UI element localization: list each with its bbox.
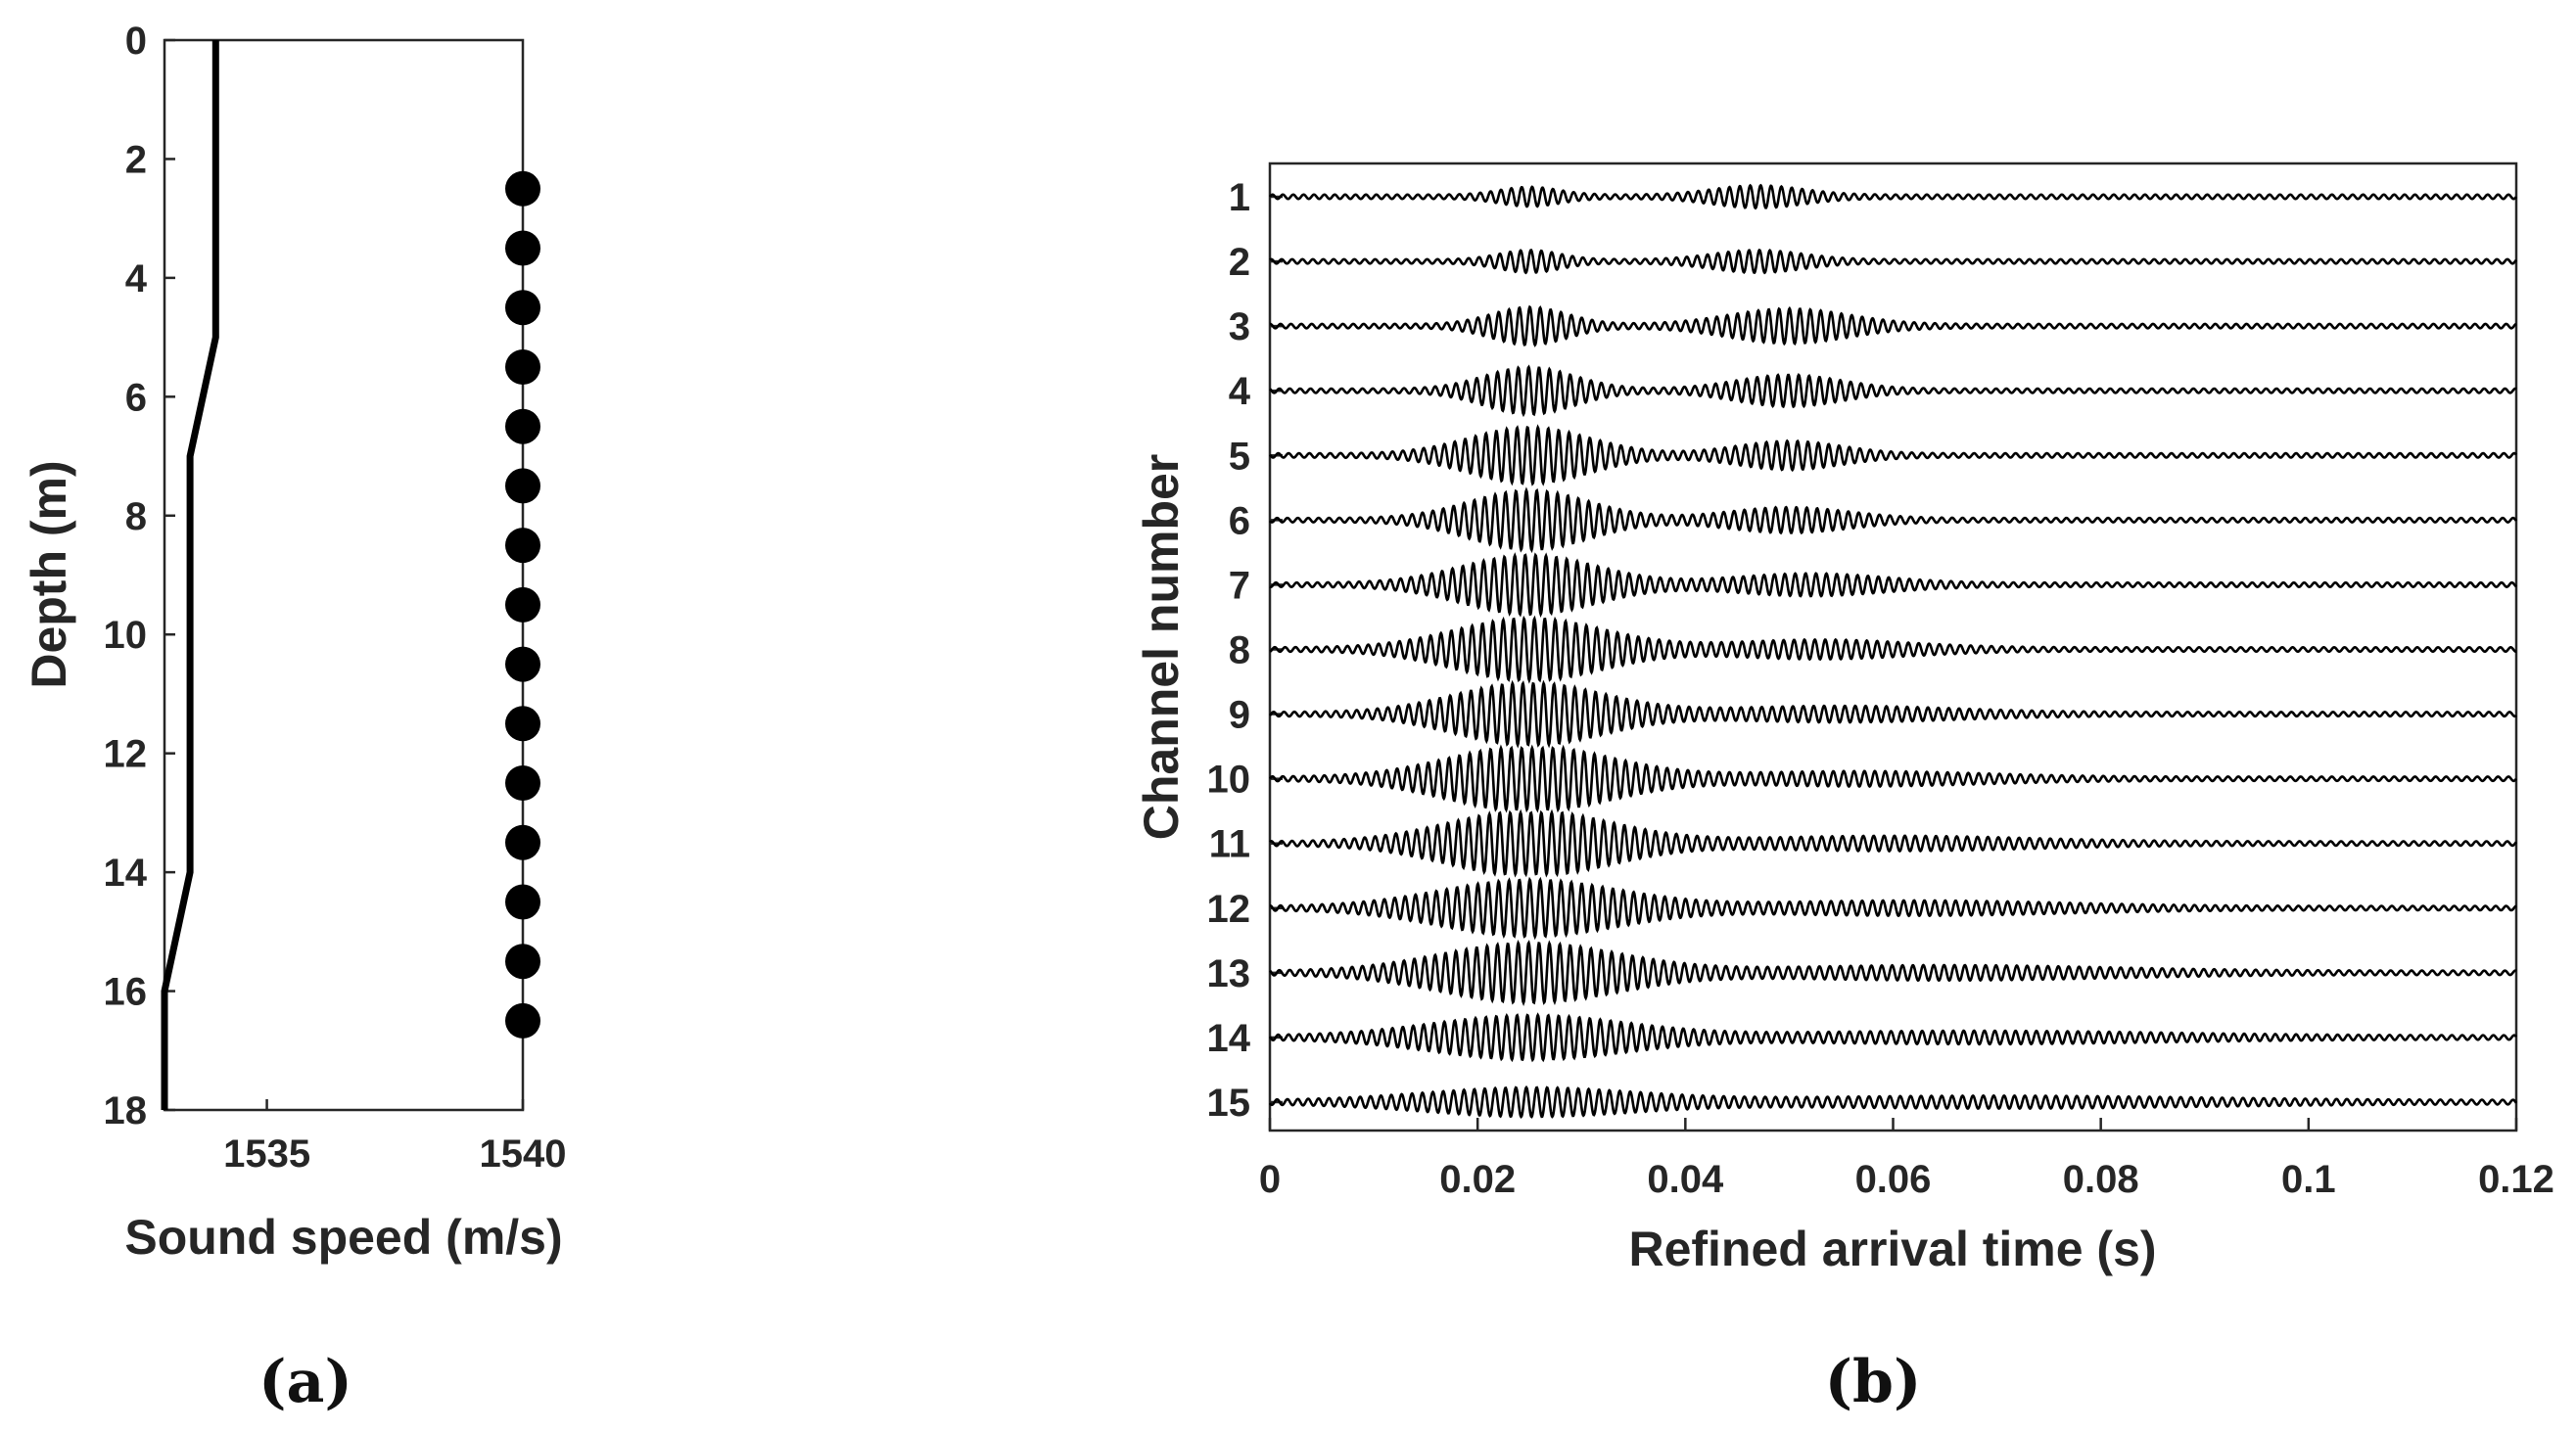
chart-b-x-tick-label: 0.12 — [2478, 1158, 2554, 1201]
chart-b-y-tick-label: 4 — [1229, 370, 1251, 413]
chart-a-y-axis-label: Depth (m) — [22, 460, 76, 688]
chart-a-y-tick-label: 4 — [125, 257, 148, 300]
receiver-marker — [505, 230, 540, 266]
chart-a-plot-frame — [163, 38, 525, 1112]
chart-b-x-tick-label: 0.02 — [1439, 1158, 1516, 1201]
receiver-marker — [505, 646, 540, 682]
receiver-marker — [505, 765, 540, 802]
chart-a-y-tick-label: 8 — [125, 495, 147, 538]
channel-trace — [1268, 1012, 2517, 1063]
chart-a-x-tick-label: 1540 — [480, 1132, 567, 1176]
channel-trace — [1269, 552, 2517, 618]
chart-a-x-ticks: 1535 1540 — [223, 1099, 566, 1176]
chart-a-y-tick-label: 12 — [104, 733, 148, 776]
chart-b-y-tick-label: 9 — [1229, 694, 1250, 737]
chart-b-y-axis-label: Channel number — [1134, 454, 1189, 840]
chart-b-y-tick-label: 1 — [1229, 176, 1250, 219]
receiver-markers — [505, 170, 540, 1039]
chart-b-y-tick-label: 13 — [1207, 952, 1251, 995]
chart-b-y-tick-label: 6 — [1229, 499, 1250, 542]
chart-b-x-ticks: 0 0.02 0.04 0.06 0.08 0.1 0.12 — [1259, 1118, 2554, 1201]
chart-b-y-tick-label: 11 — [1209, 823, 1250, 866]
chart-b-y-tick-label: 12 — [1207, 888, 1251, 931]
channel-trace — [1269, 486, 2518, 554]
chart-b-y-tick-label: 15 — [1207, 1082, 1251, 1125]
chart-b-y-tick-label: 14 — [1207, 1017, 1251, 1060]
sound-speed-profile-line — [161, 40, 219, 1110]
chart-a-y-tick-label: 0 — [125, 20, 147, 63]
chart-a-y-tick-label: 14 — [104, 852, 148, 895]
channel-trace — [1269, 808, 2517, 878]
receiver-marker — [505, 528, 540, 564]
chart-b-x-tick-label: 0.06 — [1855, 1158, 1932, 1201]
chart-a-x-axis-label: Sound speed (m/s) — [124, 1210, 562, 1265]
channel-trace — [1269, 248, 2517, 275]
receiver-marker — [505, 468, 540, 504]
chart-b-y-tick-label: 2 — [1229, 241, 1250, 284]
chart-a-y-ticks: 0 2 4 6 8 10 12 14 16 18 — [104, 20, 175, 1132]
channel-trace — [1269, 679, 2517, 749]
chart-a-panel-label: (a) — [258, 1348, 352, 1416]
chart-b-x-tick-label: 0.08 — [2063, 1158, 2139, 1201]
channel-trace — [1269, 364, 2517, 418]
chart-a-y-tick-label: 2 — [125, 138, 147, 181]
channel-trace — [1269, 940, 2517, 1007]
channel-trace — [1268, 744, 2518, 813]
chart-a-y-tick-label: 18 — [104, 1089, 148, 1132]
channel-trace — [1268, 424, 2517, 486]
receiver-marker — [505, 884, 540, 920]
channel-trace — [1269, 304, 2517, 347]
chart-b-x-tick-label: 0 — [1259, 1158, 1281, 1201]
channel-trace — [1269, 615, 2517, 684]
receiver-marker — [505, 1002, 540, 1039]
chart-b-panel-label: (b) — [1825, 1348, 1922, 1416]
chart-b-plot-frame — [1268, 162, 2518, 1132]
channel-trace — [1268, 1085, 2518, 1119]
chart-b-y-tick-label: 7 — [1229, 564, 1250, 607]
chart-b-y-tick-label: 3 — [1229, 305, 1250, 348]
chart-b-traces — [1268, 183, 2518, 1119]
receiver-marker — [505, 586, 540, 623]
chart-b-x-axis-label: Refined arrival time (s) — [1628, 1222, 2156, 1276]
receiver-marker — [505, 706, 540, 742]
chart-a: 0 2 4 6 8 10 12 14 16 18 1535 1540 Sound speed (m/… — [22, 20, 566, 1416]
receiver-marker — [505, 824, 540, 860]
receiver-marker — [505, 348, 540, 385]
receiver-marker — [505, 290, 540, 326]
chart-b-x-tick-label: 0.04 — [1647, 1158, 1724, 1201]
chart-b: 0 0.02 0.04 0.06 0.08 0.1 0.12 123456789101112… — [1134, 162, 2554, 1416]
channel-trace — [1269, 876, 2517, 941]
receiver-marker — [505, 170, 540, 207]
chart-a-y-tick-label: 16 — [104, 971, 148, 1014]
receiver-marker — [505, 408, 540, 444]
chart-a-x-tick-label: 1535 — [223, 1132, 310, 1176]
channel-trace — [1268, 183, 2518, 210]
chart-a-y-tick-label: 10 — [104, 614, 148, 657]
chart-b-x-tick-label: 0.1 — [2281, 1158, 2336, 1201]
chart-b-y-tick-label: 10 — [1207, 759, 1251, 802]
chart-a-y-tick-label: 6 — [125, 376, 147, 419]
chart-b-y-tick-label: 8 — [1229, 629, 1250, 672]
chart-b-y-tick-label: 5 — [1229, 435, 1250, 478]
receiver-marker — [505, 944, 540, 980]
